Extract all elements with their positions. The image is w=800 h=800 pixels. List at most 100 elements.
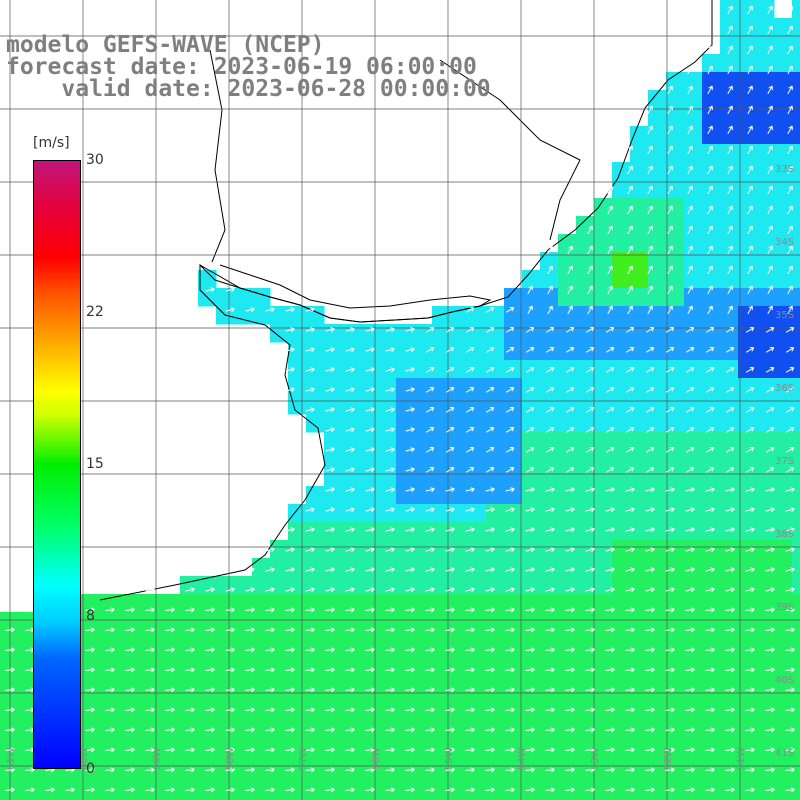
wind-speed-cell <box>198 270 217 289</box>
wind-arrow <box>767 145 773 155</box>
wind-arrow <box>385 667 395 673</box>
wind-speed-cell <box>738 432 757 451</box>
wind-arrow <box>725 647 735 653</box>
wind-arrow <box>105 767 115 773</box>
wind-arrow <box>605 707 615 713</box>
wind-speed-cell <box>90 666 109 685</box>
wind-arrow <box>767 125 773 135</box>
wind-speed-cell <box>468 720 487 739</box>
wind-speed-cell <box>468 702 487 721</box>
wind-speed-cell <box>720 378 739 397</box>
wind-arrow <box>785 747 795 753</box>
wind-arrow <box>85 707 95 713</box>
wind-arrow <box>687 105 693 115</box>
wind-arrow <box>125 787 135 793</box>
wind-arrow <box>565 447 575 453</box>
wind-arrow <box>305 507 315 513</box>
wind-speed-cell <box>468 774 487 793</box>
wind-arrow <box>5 727 15 733</box>
wind-arrow <box>405 687 415 693</box>
wind-speed-cell <box>738 792 757 800</box>
wind-speed-cell <box>648 378 667 397</box>
wind-speed-cell <box>144 792 163 800</box>
wind-arrow <box>505 527 515 533</box>
wind-arrow <box>525 327 535 333</box>
wind-speed-cell <box>684 702 703 721</box>
wind-speed-cell <box>792 540 800 559</box>
wind-arrow <box>345 387 355 393</box>
wind-arrow <box>205 287 215 293</box>
wind-arrow <box>585 427 595 433</box>
wind-arrow <box>747 125 753 135</box>
wind-speed-cell <box>558 486 577 505</box>
wind-arrow <box>325 727 335 733</box>
wind-speed-cell <box>648 306 667 325</box>
wind-arrow <box>425 587 435 593</box>
wind-speed-cell <box>144 738 163 757</box>
wind-speed-cell <box>594 720 613 739</box>
wind-speed-cell <box>468 522 487 541</box>
wind-speed-cell <box>432 378 451 397</box>
wind-speed-cell <box>432 792 451 800</box>
wind-arrow <box>445 367 455 373</box>
wind-speed-cell <box>216 720 235 739</box>
wind-speed-cell <box>702 720 721 739</box>
wind-speed-cell <box>378 702 397 721</box>
wind-arrow <box>767 285 773 295</box>
wind-arrow <box>465 787 475 793</box>
wind-speed-cell <box>36 792 55 800</box>
wind-speed-cell <box>594 648 613 667</box>
wind-arrow <box>667 245 673 255</box>
wind-arrow <box>665 467 675 473</box>
wind-arrow <box>687 205 693 215</box>
wind-speed-cell <box>522 612 541 631</box>
wind-arrow <box>785 507 795 513</box>
wind-speed-cell <box>342 432 361 451</box>
wind-arrow <box>645 427 655 433</box>
wind-speed-cell <box>666 666 685 685</box>
wind-speed-cell <box>648 198 667 217</box>
wind-arrow <box>305 587 315 593</box>
wind-speed-cell <box>198 612 217 631</box>
wind-arrow <box>245 307 255 313</box>
wind-arrow <box>645 587 655 593</box>
wind-speed-cell <box>594 234 613 253</box>
wind-arrow <box>767 185 773 195</box>
wind-speed-cell <box>432 468 451 487</box>
wind-speed-cell <box>630 342 649 361</box>
wind-speed-cell <box>594 468 613 487</box>
wind-speed-cell <box>450 396 469 415</box>
wind-arrow <box>545 667 555 673</box>
wind-arrow <box>345 727 355 733</box>
wind-arrow <box>605 627 615 633</box>
wind-speed-cell <box>738 720 757 739</box>
wind-arrow <box>445 587 455 593</box>
wind-arrow <box>545 767 555 773</box>
wind-speed-cell <box>468 432 487 451</box>
wind-arrow <box>587 305 593 315</box>
wind-speed-cell <box>540 360 559 379</box>
wind-arrow <box>765 767 775 773</box>
wind-speed-cell <box>324 396 343 415</box>
wind-speed-cell <box>702 612 721 631</box>
wind-arrow <box>747 65 753 75</box>
wind-speed-cell <box>0 666 19 685</box>
wind-arrow <box>787 25 793 35</box>
wind-arrow <box>505 327 515 333</box>
wind-arrow <box>505 467 515 473</box>
wind-speed-cell <box>90 720 109 739</box>
wind-speed-cell <box>684 108 703 127</box>
lon-label: 57W <box>298 747 309 770</box>
wind-speed-cell <box>612 666 631 685</box>
wind-speed-cell <box>288 792 307 800</box>
wind-speed-cell <box>738 576 757 595</box>
wind-arrow <box>425 347 435 353</box>
wind-speed-cell <box>738 18 757 37</box>
wind-speed-cell <box>792 558 800 577</box>
wind-arrow <box>727 125 733 135</box>
wind-speed-cell <box>378 378 397 397</box>
wind-speed-cell <box>576 450 595 469</box>
wind-arrow <box>585 567 595 573</box>
wind-speed-cell <box>540 252 559 271</box>
wind-speed-cell <box>720 450 739 469</box>
